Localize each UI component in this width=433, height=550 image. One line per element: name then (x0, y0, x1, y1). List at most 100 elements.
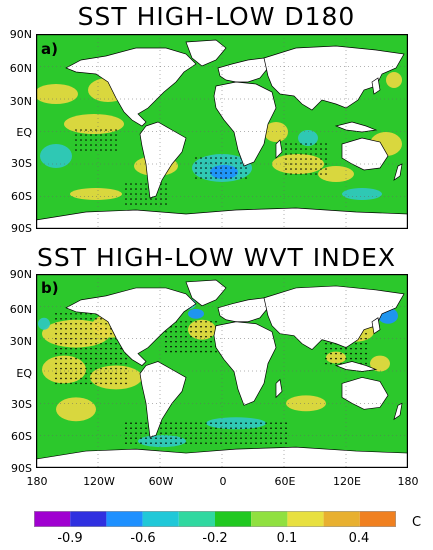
south-america-a (140, 122, 186, 198)
stipple-dot-b-313 (330, 347, 332, 350)
stipple-dot-b-429 (185, 437, 187, 439)
stipple-dot-b-462 (220, 427, 222, 430)
stipple-dot-b-467 (225, 427, 227, 430)
lon-label-0: 0 (219, 475, 227, 488)
stipple-dot-b-108 (90, 322, 92, 325)
stipple-dot-b-459 (215, 437, 217, 439)
stipple-dot-b-428 (185, 432, 187, 434)
stipple-dot-b-87 (80, 367, 82, 370)
lon-label-120e: 120E (333, 475, 361, 488)
stipple-dot-b-507 (265, 427, 267, 430)
stipple-dot-b-434 (190, 437, 192, 439)
stipple-dot-a-92 (160, 188, 162, 190)
stipple-dot-b-91 (85, 312, 87, 315)
stipple-dot-b-362 (365, 347, 367, 350)
stipple-dot-b-140 (100, 332, 102, 335)
stipple-dot-b-272 (195, 340, 197, 343)
stipple-dot-a-207 (115, 144, 117, 146)
stipple-dot-a-167 (75, 144, 77, 146)
stipple-dot-b-235 (170, 330, 172, 333)
stipple-dot-a-130 (305, 148, 307, 150)
stipple-dot-a-47 (240, 162, 242, 164)
stipple-dot-a-4 (195, 172, 197, 174)
stipple-dot-b-150 (100, 382, 102, 385)
stipple-dot-b-418 (175, 432, 177, 434)
stipple-dot-a-66 (135, 183, 137, 185)
stipple-dot-a-39 (230, 172, 232, 174)
stipple-dot-b-23 (60, 347, 62, 350)
stipple-dot-a-153 (320, 158, 322, 160)
stipple-dot-b-505 (260, 442, 262, 444)
stipple-dot-b-251 (180, 340, 182, 343)
stipple-dot-a-71 (140, 183, 142, 185)
stipple-dot-b-4 (55, 327, 57, 330)
japan-b (372, 318, 380, 334)
lat-label-b-30n: 30N (9, 335, 32, 348)
stipple-dot-a-36 (230, 157, 232, 159)
stipple-dot-b-124 (95, 327, 97, 330)
stipple-dot-b-496 (255, 422, 257, 425)
graticule-b (36, 274, 408, 468)
stipple-dot-b-26 (60, 362, 62, 365)
sst-patch-b-3 (42, 355, 86, 384)
stipple-dot-a-77 (145, 188, 147, 190)
stipple-dot-a-149 (315, 173, 317, 175)
stipple-dot-b-67 (75, 342, 77, 345)
stipple-dot-b-30 (60, 382, 62, 385)
stipple-dot-b-380 (135, 442, 137, 444)
colorbar-swatch-5 (178, 511, 215, 527)
stipple-dot-b-104 (85, 377, 87, 380)
stipple-dot-a-204 (115, 129, 117, 131)
stipple-dot-b-53 (70, 347, 72, 350)
stipple-dot-b-79 (80, 327, 82, 330)
stipple-dot-b-412 (170, 427, 172, 430)
stipple-dot-a-110 (290, 153, 292, 155)
stipple-dot-b-444 (200, 437, 202, 439)
stipple-dot-b-409 (165, 437, 167, 439)
stipple-dot-a-136 (310, 143, 312, 145)
stipple-dot-b-449 (205, 437, 207, 439)
stipple-dot-a-33 (225, 167, 227, 169)
stipple-dot-b-372 (130, 427, 132, 430)
stipple-dot-b-469 (225, 437, 227, 439)
stipple-dot-b-103 (85, 372, 87, 375)
stipple-dot-a-114 (290, 173, 292, 175)
stipple-dot-b-98 (85, 347, 87, 350)
stipple-dot-b-5 (55, 332, 57, 335)
stipple-dot-a-58 (125, 193, 127, 195)
stipple-dot-a-109 (290, 148, 292, 150)
stipple-dot-b-172 (110, 342, 112, 345)
sst-patch-a-3 (64, 114, 124, 134)
stipple-dot-b-47 (70, 317, 72, 320)
stipple-dot-b-239 (170, 350, 172, 353)
stipple-dot-a-40 (230, 177, 232, 179)
stipple-dot-b-50 (70, 332, 72, 335)
stipple-dot-b-236 (170, 335, 172, 338)
stipple-dot-a-57 (125, 188, 127, 190)
colorbar-frame (34, 511, 396, 527)
stipple-dot-b-445 (200, 442, 202, 444)
stipple-dot-b-522 (280, 427, 282, 430)
stipple-dot-a-169 (80, 129, 82, 131)
stipple-dot-b-347 (355, 342, 357, 345)
stipple-dot-a-55 (245, 177, 247, 179)
stipple-dot-a-113 (290, 168, 292, 170)
stipple-dot-b-371 (130, 422, 132, 425)
stipple-dot-a-151 (320, 148, 322, 150)
stipple-dot-b-366 (125, 422, 127, 425)
stipple-dot-a-23 (215, 167, 217, 169)
colorbar-label-4: 0.1 (276, 531, 298, 546)
stipple-dot-a-101 (285, 143, 287, 145)
map-panel-a (36, 34, 408, 229)
stipple-dot-a-62 (130, 188, 132, 190)
lat-label-b-60n: 60N (9, 303, 32, 316)
stipple-dot-b-99 (85, 352, 87, 355)
stipple-dot-b-374 (130, 437, 132, 439)
stipple-dot-b-38 (65, 347, 67, 350)
stipple-dot-b-521 (280, 422, 282, 425)
colorbar-unit: C (412, 515, 422, 530)
stipple-dot-a-99 (165, 198, 167, 200)
stipple-dot-b-450 (205, 442, 207, 444)
stipple-dot-a-18 (210, 167, 212, 169)
stipple-dot-b-276 (200, 325, 202, 328)
